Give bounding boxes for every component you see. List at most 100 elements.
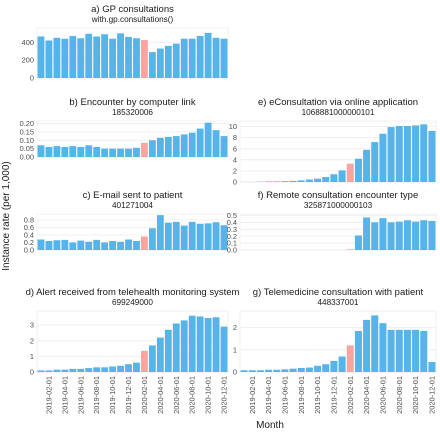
bar: [420, 220, 428, 250]
bar: [188, 132, 196, 157]
bar: [379, 323, 387, 372]
bar: [354, 330, 362, 372]
bar: [61, 369, 69, 372]
y-tick-label: 0: [30, 74, 34, 83]
panel-title: e) eConsultation via online application: [258, 97, 418, 108]
bar: [180, 38, 188, 78]
y-tick-label: 10: [229, 122, 237, 131]
bar: [330, 174, 338, 182]
bar: [305, 367, 313, 372]
bar: [77, 38, 85, 78]
bar: [133, 362, 140, 372]
bar: [322, 177, 330, 182]
bar: [196, 316, 204, 372]
bar: [45, 241, 53, 250]
panel-c: 0.00.20.40.60.8 c) E-mail sent to patient…: [24, 190, 229, 255]
bar: [281, 369, 289, 372]
y-tick-label: 0.20: [20, 119, 34, 128]
bar: [141, 350, 148, 372]
x-tick-label: 2019-04-01: [264, 376, 273, 414]
x-tick-label: 2019-06-01: [76, 376, 85, 414]
bar: [220, 136, 228, 157]
bar: [141, 40, 148, 78]
x-tick-label: 2020-10-01: [411, 376, 420, 414]
bar: [188, 221, 196, 250]
bar: [240, 370, 248, 372]
bar: [133, 38, 140, 78]
bar: [204, 32, 212, 78]
y-tick-label: 0.0: [227, 246, 237, 255]
bar: [172, 43, 180, 78]
panel-subtitle: 401271004: [112, 201, 153, 210]
panel-title: b) Encounter by computer link: [69, 97, 195, 108]
x-tick-label: 2020-08-01: [188, 376, 197, 414]
y-axis-label: Instance rate (per 1,000): [1, 161, 12, 271]
bar: [212, 317, 220, 372]
panel-d: 0 1 2 3 d) Alert received from telehealth mo…: [26, 287, 240, 414]
bar: [212, 130, 220, 157]
y-tick-label: 8: [233, 133, 237, 142]
bar: [354, 158, 362, 182]
bar: [403, 220, 411, 250]
x-tick-label: 2020-04-01: [362, 376, 371, 414]
y-tick-label: 0: [30, 368, 34, 377]
y-tick-label: 2: [233, 323, 237, 332]
y-tick-label: 0.05: [20, 144, 34, 153]
bar: [354, 235, 362, 250]
y-tick-label: 0.0: [24, 246, 34, 255]
y-tick-label: 0.2: [227, 232, 237, 241]
bar: [387, 127, 395, 182]
bar: [133, 147, 140, 157]
x-tick-label: 2019-08-01: [297, 376, 306, 414]
bar: [101, 242, 109, 250]
bar: [156, 215, 164, 250]
bar: [53, 369, 61, 372]
bar: [395, 221, 403, 250]
x-tick-label: 2019-06-01: [280, 376, 289, 414]
bar: [109, 38, 117, 78]
x-tick-label: 2019-04-01: [60, 376, 69, 414]
bar: [220, 38, 228, 78]
bar: [346, 249, 354, 250]
bar: [420, 330, 428, 372]
panel-title: c) E-mail sent to patient: [83, 190, 183, 201]
bar: [212, 37, 220, 78]
panel-subtitle: 185320006: [112, 108, 153, 117]
bar: [101, 367, 109, 372]
bar: [180, 134, 188, 157]
bar: [37, 370, 45, 372]
bar: [61, 146, 69, 157]
bar: [45, 146, 53, 157]
panel-subtitle: 448337001: [318, 298, 359, 307]
bar: [85, 145, 93, 157]
bar: [196, 128, 204, 157]
bar: [125, 36, 132, 78]
bar: [109, 148, 117, 157]
x-tick-label: 2019-12-01: [124, 376, 133, 414]
x-tick-label: 2019-10-01: [313, 376, 322, 414]
bar: [289, 180, 297, 182]
bar: [172, 136, 180, 157]
x-tick-label: 2020-02-01: [140, 376, 149, 414]
bar: [395, 329, 403, 372]
y-tick-label: 0: [233, 178, 237, 187]
y-tick-label: 0.15: [20, 127, 34, 136]
bar: [141, 236, 148, 250]
bar: [220, 326, 228, 372]
bar: [180, 320, 188, 372]
panel-subtitle: 1068881000000101: [302, 108, 375, 117]
bar: [101, 34, 109, 78]
bar: [387, 329, 395, 372]
bar: [428, 220, 436, 250]
x-tick-label: 2020-02-01: [346, 376, 355, 414]
bar: [164, 136, 172, 157]
bar: [220, 225, 228, 250]
bar: [289, 368, 297, 372]
panel-f: 0.00.10.20.30.40.5 f) Remote consultation…: [227, 190, 437, 255]
panel-title: f) Remote consultation encounter type: [258, 190, 419, 201]
bar: [77, 368, 85, 372]
bar: [61, 38, 69, 78]
bar: [297, 180, 305, 182]
bar: [379, 218, 387, 250]
